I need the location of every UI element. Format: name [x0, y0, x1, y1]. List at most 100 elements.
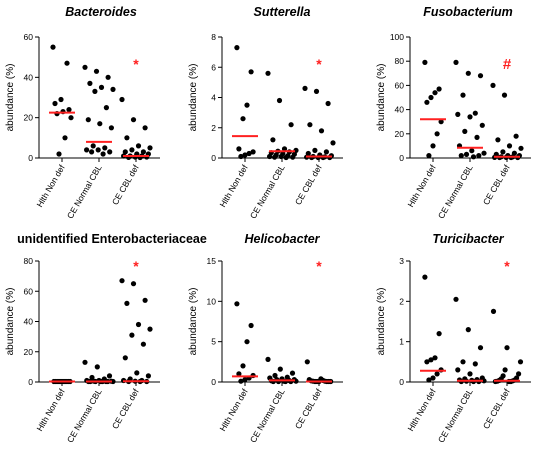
x-category-label: Hlth Non def: [405, 162, 438, 208]
data-point: [236, 146, 242, 152]
data-point: [242, 152, 248, 158]
data-point: [147, 326, 153, 332]
data-point: [312, 147, 318, 153]
significance-marker: *: [316, 258, 322, 274]
y-tick-label: 4: [211, 93, 216, 103]
data-point: [455, 111, 461, 117]
y-tick-label: 5: [211, 337, 216, 347]
data-point: [474, 134, 480, 140]
data-point: [66, 107, 72, 113]
data-point: [56, 151, 62, 157]
data-point: [477, 345, 484, 351]
data-point: [472, 110, 478, 116]
data-point: [289, 370, 296, 376]
significance-marker: *: [316, 56, 322, 72]
data-point: [506, 143, 513, 149]
data-point: [68, 115, 74, 121]
data-point: [518, 145, 524, 151]
data-point: [58, 96, 64, 103]
y-axis-label: abundance (%): [376, 288, 387, 356]
data-point: [105, 74, 111, 80]
data-point: [330, 140, 336, 146]
data-point: [145, 373, 151, 379]
data-point: [325, 100, 331, 107]
y-tick-label: 3: [399, 256, 404, 266]
y-tick-label: 15: [207, 256, 217, 266]
data-point: [283, 154, 289, 161]
data-point: [242, 377, 248, 383]
significance-marker: *: [133, 258, 139, 274]
x-category-label: CE Normal CBL: [65, 163, 104, 221]
data-point: [428, 94, 434, 101]
x-category-label: CE Normal CBL: [436, 387, 475, 445]
data-point: [434, 131, 440, 137]
data-point: [248, 322, 254, 329]
data-point: [307, 122, 313, 128]
data-point: [476, 153, 482, 159]
x-category-label: CE CBL def: [110, 386, 141, 430]
panel-6: Turicibacter abundance (%) 0 1 2 3 Hlth Non de…: [376, 232, 531, 444]
data-point: [490, 82, 496, 88]
data-point: [495, 137, 501, 143]
panel-5: Helicobacter abundance (%) 0 5 10 15 Hlth Non …: [188, 232, 343, 444]
data-point: [278, 153, 284, 160]
data-point: [463, 151, 470, 157]
data-point: [106, 373, 113, 379]
x-category-label: CE Normal CBL: [65, 387, 104, 445]
data-point: [240, 116, 246, 122]
data-point: [110, 86, 116, 92]
data-point: [467, 114, 473, 120]
data-point: [246, 150, 252, 157]
data-point: [422, 274, 428, 280]
panel-3: Fusobacterium abundance (%) 0 20 40 60 80 100 Hl…: [376, 5, 531, 220]
data-point: [276, 97, 283, 104]
y-tick-label: 0: [399, 153, 404, 163]
data-point: [477, 73, 484, 79]
data-point: [147, 145, 153, 151]
y-tick-label: 100: [390, 32, 404, 42]
x-category-label: CE CBL def: [481, 162, 512, 206]
x-category-label: Hlth Non def: [217, 386, 250, 432]
data-point: [267, 153, 273, 160]
x-category-label: CE Normal CBL: [248, 387, 287, 445]
data-point: [129, 332, 135, 338]
data-point: [248, 69, 254, 75]
data-point: [432, 355, 438, 361]
y-tick-label: 8: [211, 32, 216, 42]
y-tick-label: 0: [28, 153, 33, 163]
y-tick-label: 0: [399, 377, 404, 387]
y-tick-label: 2: [399, 296, 404, 306]
data-point: [270, 137, 276, 143]
y-tick-label: 2: [211, 123, 216, 133]
data-point: [430, 375, 436, 381]
data-point: [460, 359, 466, 365]
data-point: [490, 308, 497, 314]
data-point: [323, 149, 329, 155]
x-category-label: Hlth Non def: [34, 386, 67, 432]
data-point: [313, 88, 320, 94]
y-tick-label: 0: [211, 153, 216, 163]
y-tick-label: 1: [399, 337, 404, 347]
y-axis-label: abundance (%): [376, 64, 387, 132]
data-point: [472, 361, 478, 367]
y-tick-label: 60: [395, 80, 405, 90]
x-category-label: CE Normal CBL: [436, 163, 475, 221]
data-point: [95, 147, 101, 153]
data-point: [453, 296, 459, 302]
x-category-label: CE CBL def: [110, 162, 141, 206]
x-category-label: Hlth Non def: [34, 162, 67, 208]
significance-marker: *: [133, 56, 139, 72]
panel-4: unidentified Enterobacteriaceae abundance…: [5, 232, 207, 444]
data-point: [89, 149, 95, 155]
data-point: [234, 301, 240, 307]
y-tick-label: 10: [207, 296, 217, 306]
data-point: [124, 300, 130, 306]
data-point: [304, 359, 310, 365]
data-point: [234, 45, 240, 51]
data-point: [102, 145, 108, 151]
data-point: [124, 135, 130, 141]
data-point: [250, 149, 256, 155]
data-point: [500, 149, 506, 155]
data-point: [481, 378, 487, 384]
